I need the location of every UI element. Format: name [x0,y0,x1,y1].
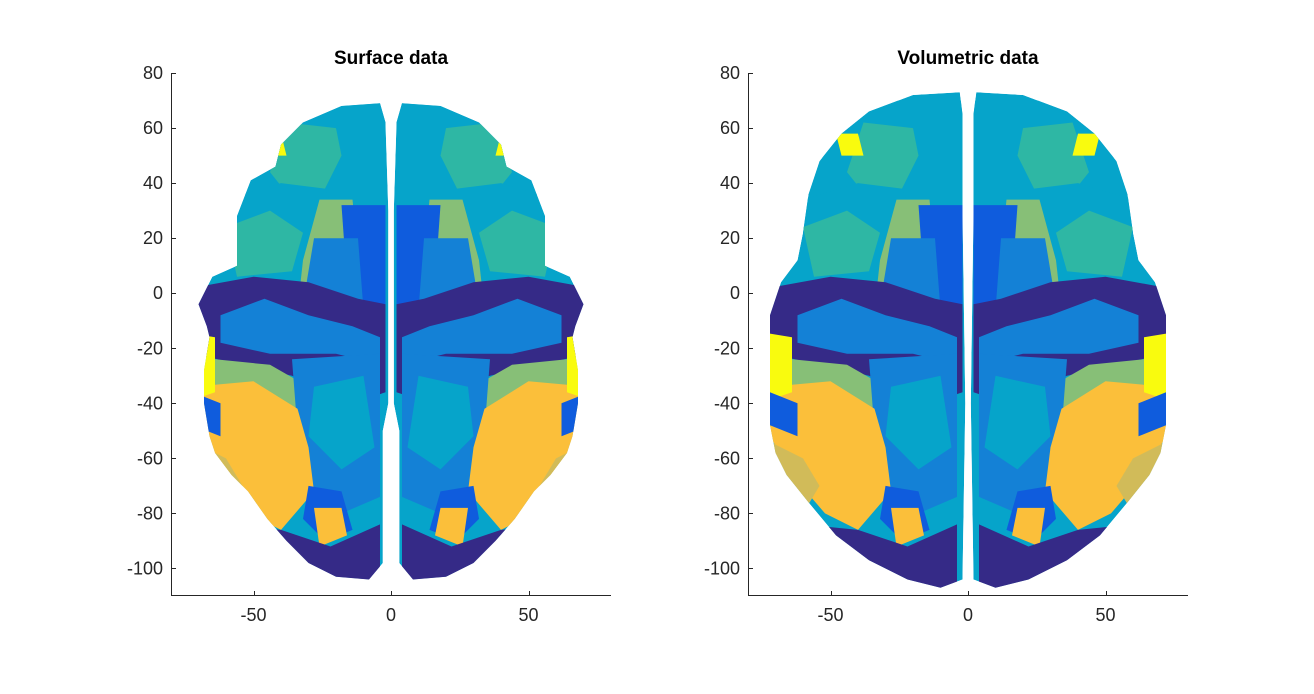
volumetric-data-panel: Volumetric data 80 60 40 20 0 -20 -40 -60 -80 -10… [704,48,1188,625]
atlas-region [198,331,215,404]
y-tick-label: -100 [704,558,740,578]
y-tick-label: -20 [137,338,163,358]
atlas-region [1012,507,1045,547]
y-tick-label: 20 [720,228,740,248]
atlas-region [979,298,1139,365]
y-tick-label: -40 [137,393,163,413]
y-tick-label: 0 [730,283,740,303]
x-tick-label: 50 [1095,605,1115,625]
atlas-region [1144,331,1166,404]
y-tick-label: 40 [720,173,740,193]
x-tick-label: 50 [518,605,538,625]
x-tick-label: -50 [240,605,266,625]
atlas-region [797,298,957,365]
atlas-region [885,375,952,470]
y-tick-label: -20 [714,338,740,358]
surface-x-ticks: -50 0 50 [240,591,539,625]
atlas-region [770,381,891,530]
atlas-region [468,381,584,530]
y-tick-label: 80 [720,63,740,83]
volumetric-x-ticks: -50 0 50 [817,591,1116,625]
volumetric-plot-area [770,92,1166,588]
atlas-region [770,392,798,437]
y-tick-label: -60 [137,448,163,468]
y-tick-label: 20 [143,228,163,248]
x-tick-label: -50 [817,605,843,625]
right-hemisphere [393,103,584,580]
atlas-region [259,133,287,156]
y-tick-label: 60 [720,118,740,138]
y-tick-label: 60 [143,118,163,138]
atlas-region [435,507,468,547]
atlas-region [1138,392,1166,437]
x-tick-label: 0 [963,605,973,625]
atlas-region [220,298,380,365]
surface-y-ticks: 80 60 40 20 0 -20 -40 -60 -80 -100 [127,63,176,578]
volumetric-y-ticks: 80 60 40 20 0 -20 -40 -60 -80 -100 [704,63,753,578]
surface-plot-area [198,103,584,580]
atlas-region [479,210,556,277]
x-tick-label: 0 [386,605,396,625]
atlas-region [226,210,303,277]
atlas-region [803,210,880,277]
surface-data-panel: Surface data 80 60 40 20 0 -20 -40 -60 -80 -100 -… [127,48,611,625]
atlas-region [567,331,584,404]
atlas-region [891,507,924,547]
atlas-region [407,375,474,470]
atlas-region [984,375,1051,470]
atlas-region [1056,210,1133,277]
y-tick-label: 0 [153,283,163,303]
y-tick-label: -100 [127,558,163,578]
y-tick-label: -60 [714,448,740,468]
left-hemisphere [770,92,966,588]
atlas-region [1045,381,1166,530]
volumetric-panel-title: Volumetric data [897,48,1039,69]
atlas-region [847,122,919,200]
atlas-region [198,381,314,530]
y-tick-label: 40 [143,173,163,193]
atlas-region [495,133,523,156]
atlas-region [836,133,864,156]
left-hemisphere [198,103,389,580]
atlas-region [1072,133,1100,156]
y-tick-label: 80 [143,63,163,83]
y-tick-label: -40 [714,393,740,413]
atlas-region [270,122,342,200]
atlas-region [1017,122,1089,200]
atlas-region [402,298,562,365]
atlas-region [440,122,512,200]
y-tick-label: -80 [714,503,740,523]
y-tick-label: -80 [137,503,163,523]
atlas-region [770,331,792,404]
right-hemisphere [970,92,1166,588]
atlas-region [314,507,347,547]
surface-panel-title: Surface data [334,48,448,69]
atlas-region [308,375,375,470]
